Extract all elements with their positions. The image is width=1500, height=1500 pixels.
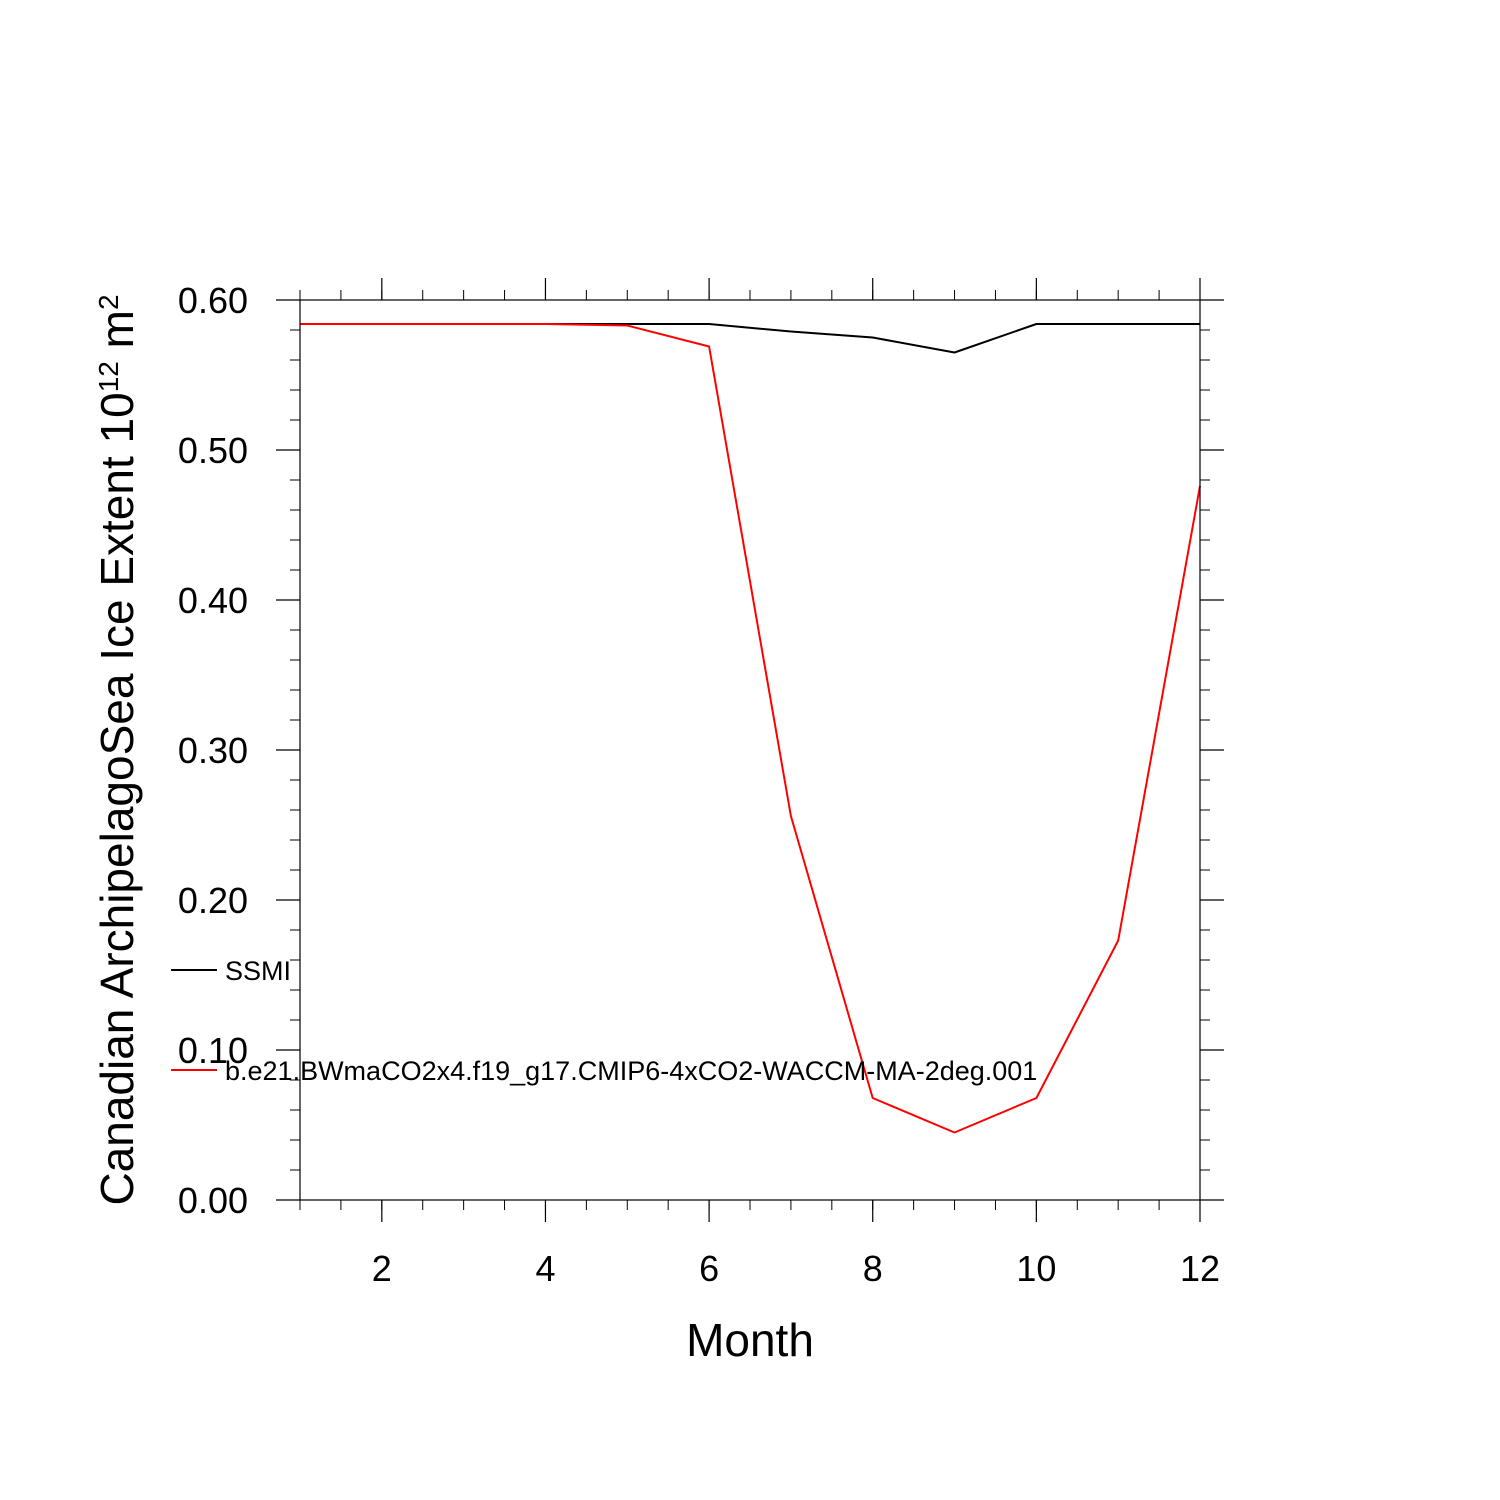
x-axis-title: Month [686,1314,814,1366]
legend-item-ssmi: SSMI [171,956,291,986]
legend-item-model: b.e21.BWmaCO2x4.f19_g17.CMIP6-4xCO2-WACC… [171,1056,1037,1086]
x-tick-label: 2 [372,1248,392,1289]
legend-label-ssmi: SSMI [225,956,291,986]
y-axis-title-main: Canadian ArchipelagoSea Ice Extent 10 [91,392,143,1205]
y-tick-label: 0.00 [178,1180,248,1221]
y-tick-label: 0.40 [178,580,248,621]
x-tick-labels: 2 4 6 8 10 12 [372,1248,1220,1289]
x-tick-label: 6 [699,1248,719,1289]
legend-label-model: b.e21.BWmaCO2x4.f19_g17.CMIP6-4xCO2-WACC… [225,1056,1037,1086]
major-ticks [276,278,1224,1222]
y-tick-label: 0.60 [178,280,248,321]
plot-frame [299,299,1201,1201]
series-line-ssmi [300,323,1200,354]
y-tick-label: 0.30 [178,730,248,771]
y-tick-label: 0.50 [178,430,248,471]
y-axis-title-exponent: 12 [93,361,124,392]
x-tick-label: 12 [1180,1248,1220,1289]
y-axis-title-unit: m [91,310,143,361]
y-tick-labels: 0.00 0.10 0.20 0.30 0.40 0.50 0.60 [178,280,248,1221]
series-line-model [300,323,1201,1134]
y-tick-label: 0.20 [178,880,248,921]
x-tick-label: 10 [1016,1248,1056,1289]
y-axis-title: Canadian ArchipelagoSea Ice Extent 1012 … [91,294,143,1205]
series-lines [300,323,1201,1134]
y-tick-label: 0.10 [178,1030,248,1071]
y-axis-title-unit-exponent: 2 [93,294,124,310]
x-tick-label: 4 [535,1248,555,1289]
legend: SSMI b.e21.BWmaCO2x4.f19_g17.CMIP6-4xCO2… [171,956,1037,1086]
x-tick-label: 8 [863,1248,883,1289]
